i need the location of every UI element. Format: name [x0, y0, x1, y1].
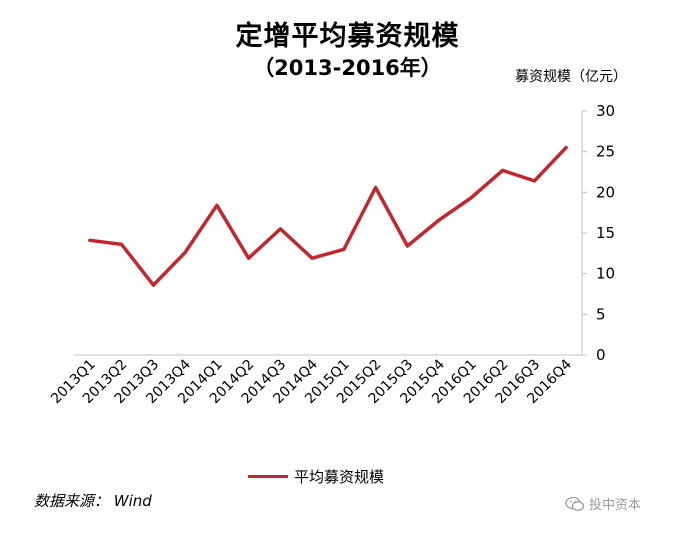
y-tick-label: 30	[596, 102, 615, 120]
y-tick-label: 0	[596, 346, 606, 364]
legend-swatch	[248, 475, 288, 478]
data-point	[89, 239, 91, 242]
chat-bubble-icon	[565, 496, 585, 511]
watermark-text: 投中资本	[589, 498, 642, 513]
data-point	[533, 180, 536, 182]
chart-title: 定增平均募资规模	[235, 21, 460, 52]
data-point	[406, 245, 409, 247]
legend-label: 平均募资规模	[294, 468, 385, 486]
data-point	[311, 257, 313, 260]
data-point	[470, 197, 472, 199]
source-note: 数据来源： Wind	[34, 492, 152, 510]
y-tick-label: 10	[596, 265, 615, 283]
data-point	[152, 284, 155, 286]
data-point	[184, 251, 186, 254]
watermark: 投中资本	[565, 494, 641, 513]
y-tick-label: 15	[596, 224, 615, 242]
data-point	[247, 257, 250, 260]
legend: 平均募资规模	[248, 466, 384, 487]
data-point	[501, 169, 504, 172]
data-point	[120, 243, 123, 246]
y-tick-label: 25	[596, 143, 615, 161]
data-point	[374, 186, 377, 189]
series-line	[88, 145, 568, 287]
chart-subtitle: （2013-2016年）	[253, 56, 442, 80]
data-point	[343, 248, 345, 251]
y-tick-label: 5	[596, 305, 606, 323]
data-point	[565, 146, 567, 149]
data-point	[216, 204, 218, 207]
data-point	[438, 219, 440, 221]
y-tick-label: 20	[596, 183, 615, 201]
y-axis-label: 募资规模（亿元）	[515, 69, 627, 85]
data-point	[279, 228, 282, 230]
